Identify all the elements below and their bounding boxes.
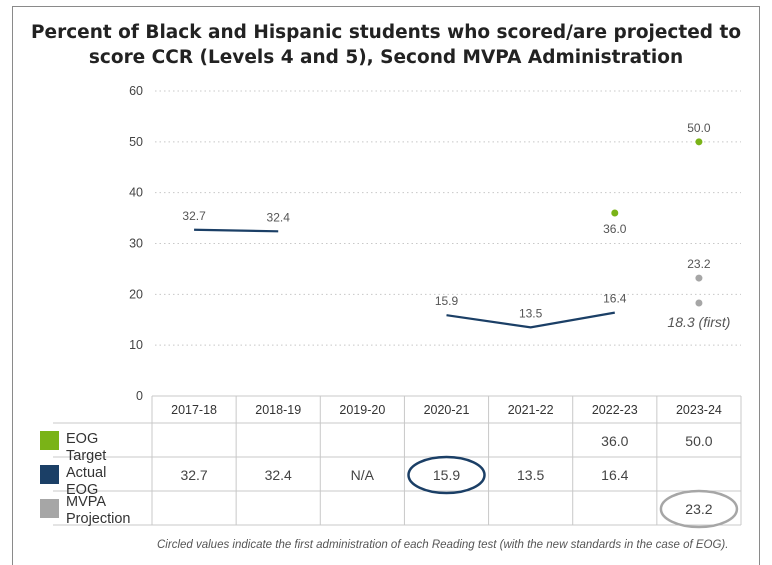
table-cell: 13.5 [517,467,544,483]
table-cell: 36.0 [601,433,628,449]
annotation-label: 18.3 (first) [667,314,730,330]
legend-label: Actual EOG [66,465,107,498]
chart-title: Percent of Black and Hispanic students w… [12,20,760,70]
x-tick-label: 2018-19 [255,403,301,417]
mvpa-first-point [695,299,703,307]
table-cell: 16.4 [601,467,628,483]
legend-label: EOG Target [66,431,107,464]
actual-eog-line [446,311,615,329]
x-tick-label: 2023-24 [676,403,722,417]
footnote: Circled values indicate the first admini… [157,539,729,551]
legend-item: EOG Target [40,431,106,465]
legend-item: MVPA Projection [40,494,130,528]
chart-frame [12,6,760,565]
y-tick-label: 0 [136,389,143,403]
x-tick-label: 2017-18 [171,403,217,417]
y-tick-label: 40 [129,186,143,200]
table-cell: 32.7 [180,467,207,483]
eog-target-point [695,138,703,146]
table-cell: 15.9 [433,467,460,483]
y-tick-label: 20 [129,287,143,301]
data-label: 32.4 [267,210,291,224]
x-tick-label: 2022-23 [592,403,638,417]
table-cell: N/A [351,467,375,483]
circled-cell-highlight [659,489,739,529]
actual-eog-line [194,228,279,233]
chart-title-line-2: score CCR (Levels 4 and 5), Second MVPA … [88,47,684,68]
data-label: 50.0 [687,121,711,135]
y-tick-label: 50 [129,135,143,149]
y-tick-label: 10 [129,338,143,352]
x-tick-label: 2020-21 [424,403,470,417]
legend-swatch [40,499,59,518]
table-cell: 23.2 [685,501,712,517]
eog-target-point [611,209,619,217]
legend-swatch [40,431,59,450]
table-cell: 32.4 [265,467,292,483]
legend-label: MVPA Projection [66,494,131,527]
data-label: 32.7 [182,209,206,223]
legend-item: Actual EOG [40,465,106,499]
y-tick-label: 60 [129,84,143,98]
data-label: 16.4 [603,292,627,306]
data-label: 36.0 [603,222,627,236]
y-tick-label: 30 [129,237,143,251]
data-label: 15.9 [435,294,459,308]
legend-swatch [40,465,59,484]
circled-cell-highlight [407,455,486,495]
x-tick-label: 2019-20 [339,403,385,417]
data-label: 13.5 [519,306,543,320]
chart-title-line-1: Percent of Black and Hispanic students w… [30,22,742,43]
mvpa-projection-point [695,274,703,282]
data-label: 23.2 [687,257,711,271]
x-tick-label: 2021-22 [508,403,554,417]
table-cell: 50.0 [685,433,712,449]
